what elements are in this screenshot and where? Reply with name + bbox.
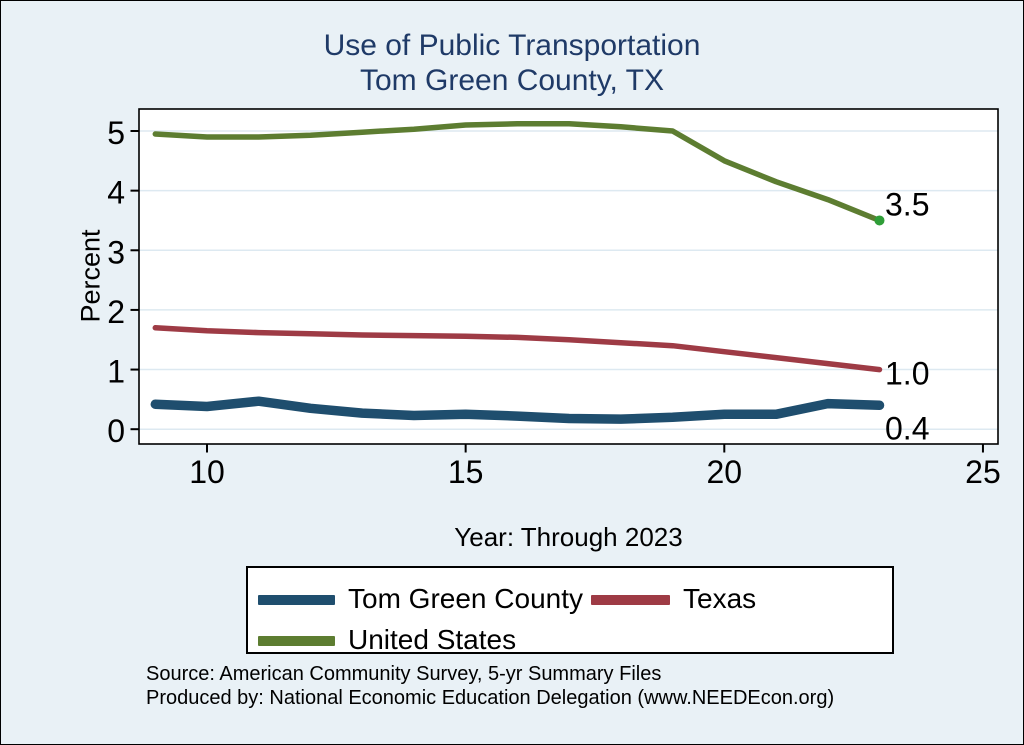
x-tick-label-25: 25 [965, 454, 1001, 490]
legend-label-tom-green-county: Tom Green County [348, 583, 583, 614]
series-line-tom-green-county [150, 396, 885, 424]
end-marker-united-states [874, 215, 885, 226]
x-tick-label-15: 15 [448, 454, 484, 490]
chart-title-line1: Use of Public Transportation [323, 29, 701, 62]
chart-title: Use of Public Transportation Tom Green C… [1, 28, 1023, 98]
legend-swatch-tom-green-county [258, 595, 335, 605]
y-tick-label-1: 1 [107, 354, 125, 390]
legend-swatch-texas [591, 595, 670, 605]
x-tick-label-20: 20 [707, 454, 743, 490]
plot-area [139, 109, 998, 444]
legend-swatch-united-states [258, 636, 335, 646]
series-line-texas [152, 325, 883, 373]
legend-label-united-states: United States [348, 624, 517, 655]
y-tick-label-3: 3 [107, 234, 125, 270]
legend-label-texas: Texas [683, 583, 757, 614]
produced-by-line: Produced by: National Economic Education… [146, 687, 835, 709]
end-label-tom-green-county: 0.4 [885, 410, 929, 446]
source-line: Source: American Community Survey, 5-yr … [146, 663, 662, 685]
y-axis-title: Percent [75, 229, 106, 323]
x-tick-label-10: 10 [189, 454, 225, 490]
y-tick-label-5: 5 [107, 115, 125, 151]
end-label-united-states: 3.5 [885, 186, 929, 222]
source-notes: Source: American Community Survey, 5-yr … [146, 662, 834, 710]
y-tick-label-2: 2 [107, 294, 125, 330]
chart-title-line2: Tom Green County, TX [359, 64, 664, 97]
y-tick-label-4: 4 [107, 175, 125, 211]
end-label-texas: 1.0 [885, 356, 929, 392]
y-tick-label-0: 0 [107, 413, 125, 449]
series-line-united-states [152, 121, 883, 224]
x-axis-title: Year: Through 2023 [454, 522, 683, 552]
legend-box: Tom Green County Texas United States [246, 566, 894, 655]
plot-border [138, 108, 999, 445]
